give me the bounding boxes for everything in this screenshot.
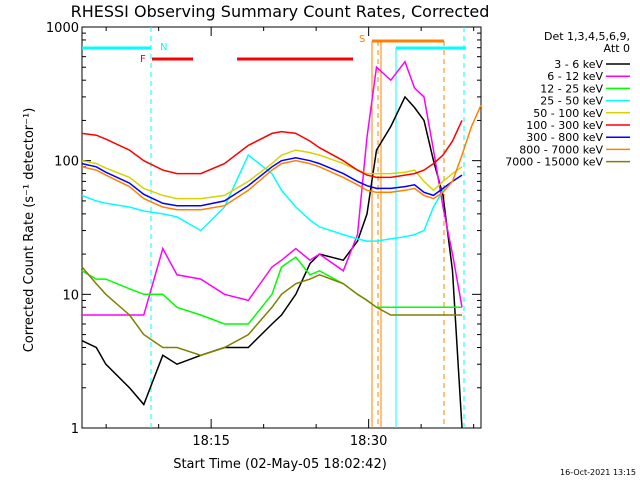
series-line-1	[81, 95, 463, 429]
legend-label: 800 - 7000 keV	[519, 143, 603, 156]
plot-border	[81, 26, 482, 429]
chart-title: RHESSI Observing Summary Count Rates, Co…	[71, 2, 490, 21]
y-tick-label: 10	[62, 288, 79, 303]
series-line-8	[81, 104, 482, 211]
series-layer	[81, 60, 482, 429]
footer-date: 16-Oct-2021 13:15	[560, 468, 636, 477]
series-line-7	[81, 157, 463, 207]
series-line-2	[82, 60, 463, 316]
legend-label: 6 - 12 keV	[547, 70, 603, 83]
series-line-4	[81, 153, 444, 242]
x-tick-label: 18:15	[192, 434, 229, 449]
legend-label: 50 - 100 keV	[533, 107, 603, 120]
annotation-layer: N F S	[82, 27, 466, 428]
night-label: N	[160, 42, 167, 53]
y-tick-label: 1	[71, 422, 79, 437]
legend-label: 25 - 50 keV	[540, 95, 603, 108]
legend-label: 100 - 300 keV	[526, 119, 603, 132]
series-line-3	[81, 256, 462, 325]
x-axis: 18:15 18:30	[105, 27, 475, 449]
y-tick-label: 100	[54, 155, 79, 170]
legend-label: 7000 - 15000 keV	[505, 156, 603, 169]
legend-header-line-1: Det 1,3,4,5,6,9,	[544, 30, 630, 43]
plot-frame	[81, 26, 482, 429]
y-axis: 1 10 100 1000	[46, 21, 481, 437]
series-line-9	[81, 266, 462, 357]
flare-label: F	[140, 54, 146, 65]
saa-label: S	[359, 34, 365, 45]
legend-label: 300 - 800 keV	[526, 131, 603, 144]
y-tick-label: 1000	[46, 21, 79, 36]
legend-header-line-2: Att 0	[604, 42, 630, 55]
x-axis-label: Start Time (02-May-05 18:02:42)	[173, 457, 387, 472]
x-tick-label: 18:30	[350, 434, 387, 449]
y-axis-label: Corrected Count Rate (s⁻¹ detector⁻¹)	[22, 108, 37, 353]
series-line-5	[81, 149, 463, 200]
legend-label: 3 - 6 keV	[554, 58, 603, 71]
series-line-6	[81, 120, 463, 179]
legend-label: 12 - 25 keV	[540, 82, 603, 95]
